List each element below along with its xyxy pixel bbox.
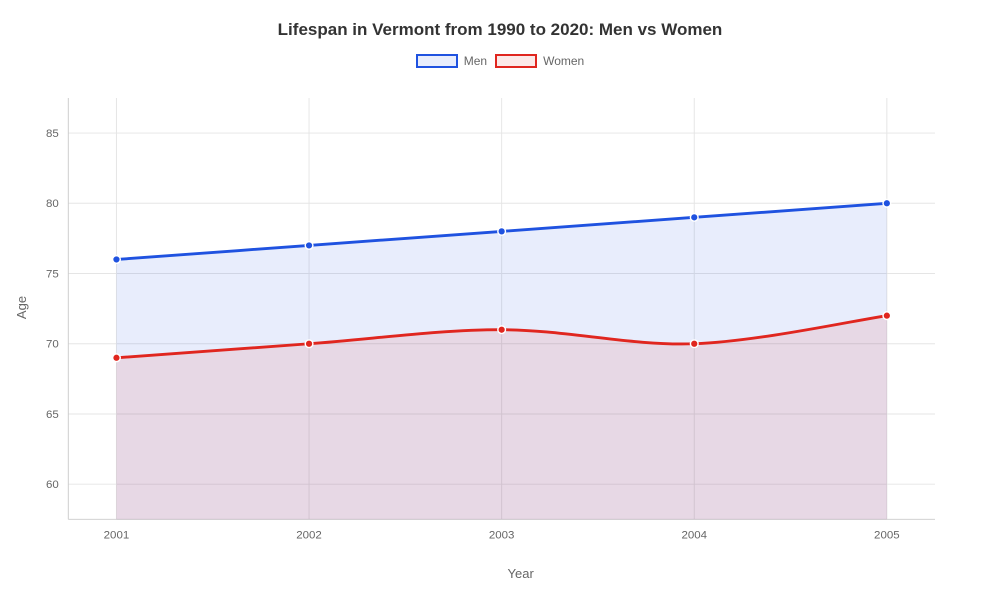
legend-item-men[interactable]: Men	[416, 54, 487, 68]
chart-container: Lifespan in Vermont from 1990 to 2020: M…	[0, 0, 1000, 600]
chart-svg: 60 65 70 75 80 85 2001 2002 2003 2004 2005	[30, 88, 935, 558]
legend-item-women[interactable]: Women	[495, 54, 584, 68]
svg-text:80: 80	[46, 198, 59, 210]
svg-text:60: 60	[46, 479, 59, 491]
marker-men[interactable]	[113, 256, 121, 264]
marker-men[interactable]	[305, 242, 313, 250]
legend-label-women: Women	[543, 54, 584, 68]
x-axis-label: Year	[508, 566, 534, 581]
y-axis-label: Age	[14, 296, 29, 319]
marker-men[interactable]	[883, 199, 891, 207]
svg-text:75: 75	[46, 268, 59, 280]
svg-text:2005: 2005	[874, 529, 900, 541]
svg-text:2002: 2002	[296, 529, 322, 541]
svg-text:2004: 2004	[681, 529, 707, 541]
legend-label-men: Men	[464, 54, 487, 68]
marker-men[interactable]	[690, 214, 698, 222]
svg-text:85: 85	[46, 128, 59, 140]
marker-women[interactable]	[883, 312, 891, 320]
svg-text:2001: 2001	[104, 529, 130, 541]
marker-women[interactable]	[690, 340, 698, 348]
plot-area: 60657075808520012002200320042005	[70, 88, 975, 528]
legend-swatch-women	[495, 54, 537, 68]
svg-text:2003: 2003	[489, 529, 515, 541]
marker-women[interactable]	[498, 326, 506, 334]
marker-women[interactable]	[113, 354, 121, 362]
marker-men[interactable]	[498, 228, 506, 236]
svg-text:70: 70	[46, 339, 59, 351]
marker-women[interactable]	[305, 340, 313, 348]
chart-title: Lifespan in Vermont from 1990 to 2020: M…	[0, 20, 1000, 40]
legend-swatch-men	[416, 54, 458, 68]
svg-text:65: 65	[46, 409, 59, 421]
legend: Men Women	[0, 54, 1000, 68]
